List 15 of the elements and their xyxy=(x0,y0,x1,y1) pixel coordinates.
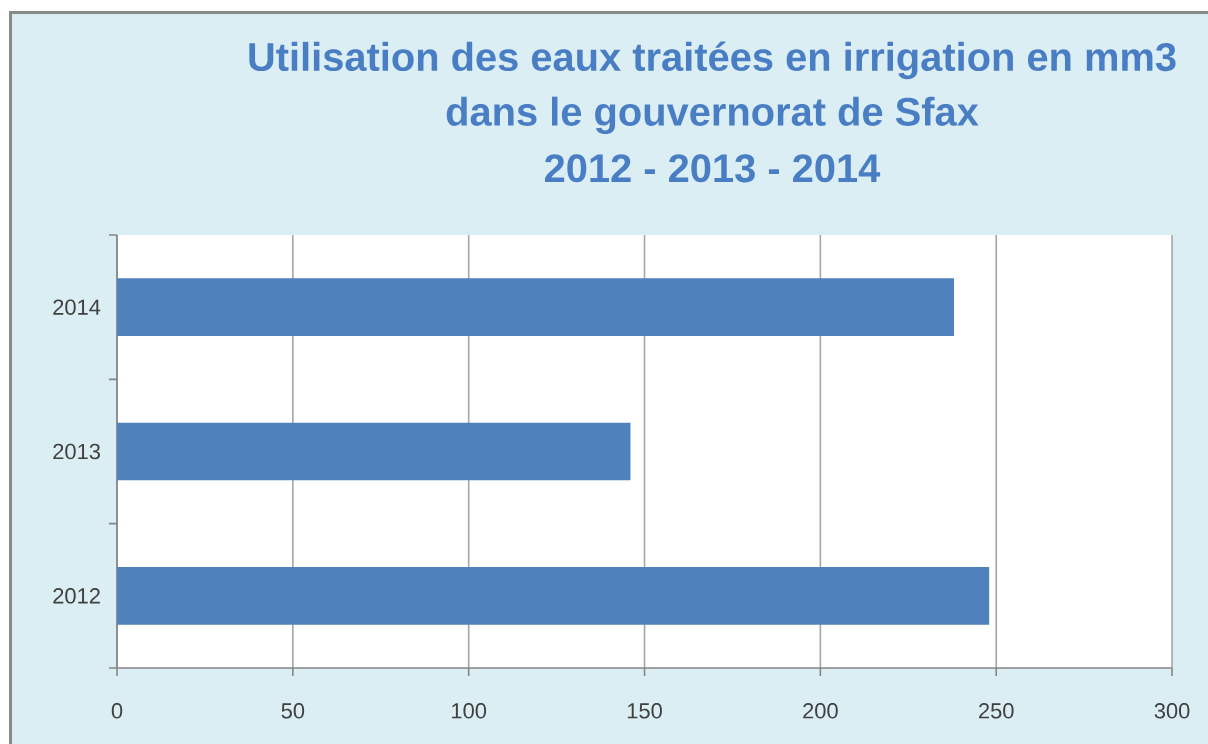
x-tick-label: 300 xyxy=(1154,703,1190,719)
x-tick-label: 250 xyxy=(979,703,1014,719)
bar xyxy=(117,422,631,481)
x-tick-label: 0 xyxy=(111,703,123,719)
y-tick-label: 2013 xyxy=(53,443,100,460)
chart-subtitle: 2012 - 2013 - 2014 xyxy=(544,154,881,183)
bar xyxy=(117,278,955,337)
x-tick-label: 50 xyxy=(281,703,305,719)
x-tick-label: 200 xyxy=(803,703,838,719)
chart-title: Utilisation des eaux traitées en irrigation en mm3 dans le gouvernorat de Sfax xyxy=(249,41,1176,134)
x-tick-label: 150 xyxy=(627,703,662,719)
x-tick-label: 100 xyxy=(452,703,487,719)
bar xyxy=(117,566,990,625)
y-tick-label: 2012 xyxy=(53,588,100,604)
y-tick-label: 2014 xyxy=(53,299,101,315)
